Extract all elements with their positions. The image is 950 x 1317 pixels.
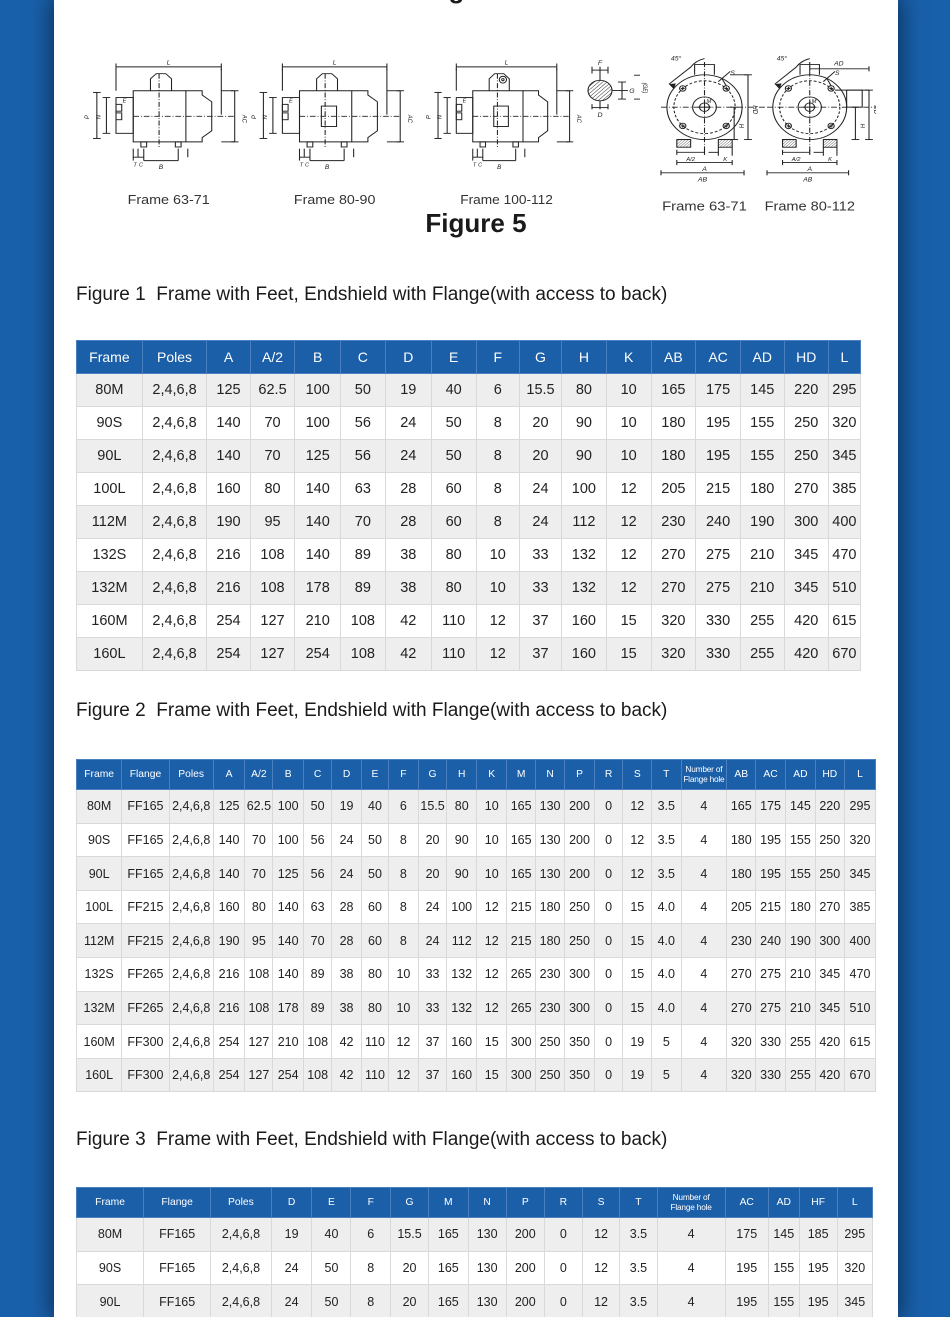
svg-text:AC: AC [575,114,582,124]
svg-text:K: K [723,157,727,163]
svg-text:Frame 63-71: Frame 63-71 [128,193,210,207]
svg-text:45°: 45° [777,55,788,62]
svg-text:S: S [730,70,735,76]
svg-text:T: T [133,163,137,169]
svg-text:Frame 80-90: Frame 80-90 [294,193,375,207]
svg-text:C: C [305,163,309,169]
svg-text:AB: AB [802,177,813,184]
svg-text:45°: 45° [671,55,682,62]
svg-text:A: A [701,166,707,172]
svg-text:HD: HD [872,105,876,114]
svg-text:H: H [858,124,865,129]
svg-text:A/2: A/2 [791,157,801,163]
svg-text:E: E [463,99,467,105]
svg-text:P: P [84,114,91,119]
svg-text:T: T [300,163,304,169]
svg-text:M: M [812,99,817,105]
svg-text:AD: AD [833,61,844,68]
svg-text:D: D [597,112,602,118]
svg-text:AB: AB [697,177,708,183]
svg-text:AC: AC [240,114,247,124]
svg-text:S: S [835,70,840,77]
svg-text:B: B [159,164,163,171]
svg-text:B: B [497,164,501,171]
svg-text:N: N [262,115,269,120]
svg-text:P: P [251,114,258,119]
svg-text:B: B [325,164,329,171]
svg-text:E: E [123,99,127,105]
svg-text:A: A [806,166,812,173]
svg-text:Frame 100-112: Frame 100-112 [460,192,553,206]
svg-text:K: K [828,157,832,163]
svg-text:(GE): (GE) [641,83,647,94]
svg-text:G: G [629,89,634,95]
svg-text:A/2: A/2 [685,157,695,163]
svg-text:N: N [437,114,444,119]
svg-text:C: C [139,163,143,169]
svg-text:C: C [478,163,482,169]
svg-text:H: H [737,124,744,129]
svg-text:HD: HD [751,105,758,114]
svg-text:E: E [289,99,293,105]
svg-text:N: N [95,115,102,120]
svg-text:M: M [706,99,711,105]
svg-text:F: F [598,60,603,66]
svg-text:L: L [505,60,509,67]
svg-text:T: T [473,163,477,169]
svg-text:P: P [426,114,433,119]
svg-text:L: L [333,60,337,67]
svg-text:L: L [167,60,171,67]
svg-text:AC: AC [406,114,413,124]
